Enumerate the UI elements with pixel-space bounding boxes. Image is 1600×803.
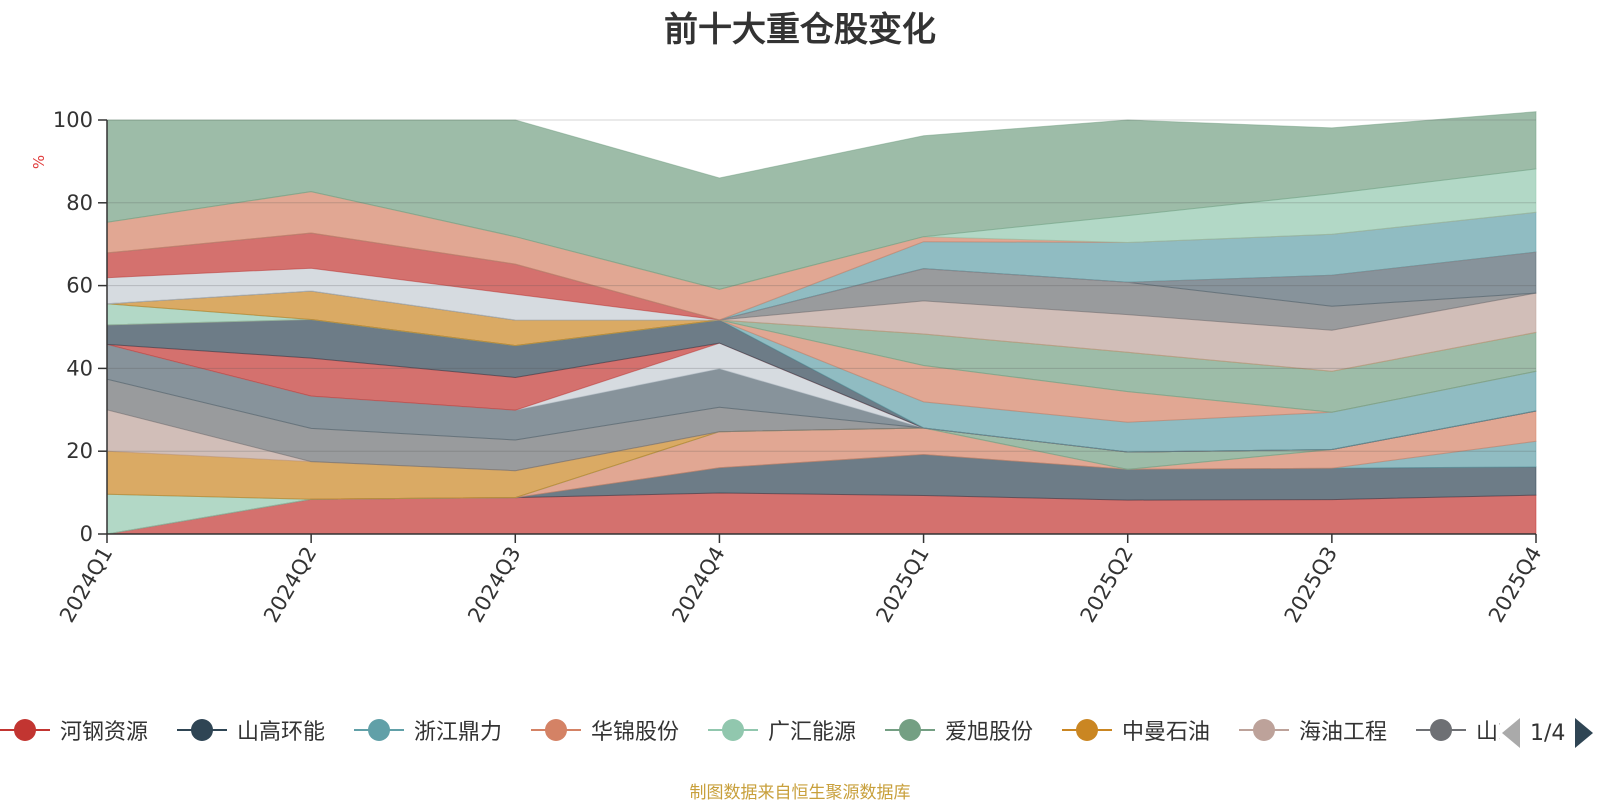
x-tick-label: 2024Q4 xyxy=(667,543,729,627)
x-tick-label: 2025Q1 xyxy=(871,543,933,627)
legend-marker-icon xyxy=(0,715,50,745)
legend-item[interactable]: 爱旭股份 xyxy=(885,710,1033,750)
legend: 河钢资源山高环能浙江鼎力华锦股份广汇能源爱旭股份中曼石油海油工程山东黄金中国海油… xyxy=(0,710,1500,750)
area-layer xyxy=(106,111,1537,535)
y-tick-label: 0 xyxy=(80,522,93,546)
legend-marker-icon xyxy=(177,715,227,745)
legend-page-indicator: 1/4 xyxy=(1530,720,1566,746)
y-tick-label: 20 xyxy=(66,439,93,463)
x-tick-label: 2024Q1 xyxy=(55,543,117,627)
chart-title: 前十大重仓股变化 xyxy=(664,10,936,50)
x-tick-label: 2025Q4 xyxy=(1484,543,1546,627)
legend-item[interactable]: 河钢资源 xyxy=(0,710,148,750)
legend-label: 广汇能源 xyxy=(768,720,857,745)
area-series-26[interactable] xyxy=(106,111,1537,290)
y-tick-label: 100 xyxy=(53,108,93,132)
legend-item[interactable]: 山高环能 xyxy=(177,710,325,750)
legend-item[interactable]: 华锦股份 xyxy=(531,710,679,750)
source-note: 制图数据来自恒生聚源数据库 xyxy=(689,783,911,803)
x-tick-label: 2025Q2 xyxy=(1076,543,1138,627)
legend-marker-icon xyxy=(1416,715,1466,745)
legend-item[interactable]: 海油工程 xyxy=(1239,710,1387,750)
y-tick-label: 40 xyxy=(66,356,93,380)
legend-label: 河钢资源 xyxy=(60,720,149,745)
legend-marker-icon xyxy=(885,715,935,745)
y-tick-label: 80 xyxy=(66,191,93,215)
legend-item[interactable]: 山东黄金 xyxy=(1416,710,1500,750)
legend-label: 山东黄金 xyxy=(1476,720,1500,745)
legend-label: 海油工程 xyxy=(1299,720,1388,745)
legend-item[interactable]: 中曼石油 xyxy=(1062,710,1210,750)
x-tick-label: 2024Q3 xyxy=(463,543,525,627)
legend-next-page-icon[interactable] xyxy=(1575,718,1594,748)
x-tick-label: 2024Q2 xyxy=(259,543,321,627)
legend-label: 浙江鼎力 xyxy=(414,720,503,745)
legend-label: 山高环能 xyxy=(237,720,326,745)
y-tick-label: 60 xyxy=(66,274,93,298)
legend-marker-icon xyxy=(1062,715,1112,745)
legend-label: 华锦股份 xyxy=(591,720,680,745)
legend-label: 爱旭股份 xyxy=(945,720,1034,745)
legend-marker-icon xyxy=(531,715,581,745)
y-axis-unit-label: % xyxy=(30,155,48,169)
grid-layer xyxy=(107,119,1536,452)
legend-item[interactable]: 浙江鼎力 xyxy=(354,710,502,750)
legend-marker-icon xyxy=(708,715,758,745)
legend-pager: 1/4 xyxy=(1500,718,1600,748)
x-tick-label: 2025Q3 xyxy=(1280,543,1342,627)
legend-marker-icon xyxy=(354,715,404,745)
legend-item[interactable]: 广汇能源 xyxy=(708,710,856,750)
legend-label: 中曼石油 xyxy=(1122,720,1211,745)
legend-marker-icon xyxy=(1239,715,1289,745)
legend-prev-page-icon[interactable] xyxy=(1502,718,1520,748)
